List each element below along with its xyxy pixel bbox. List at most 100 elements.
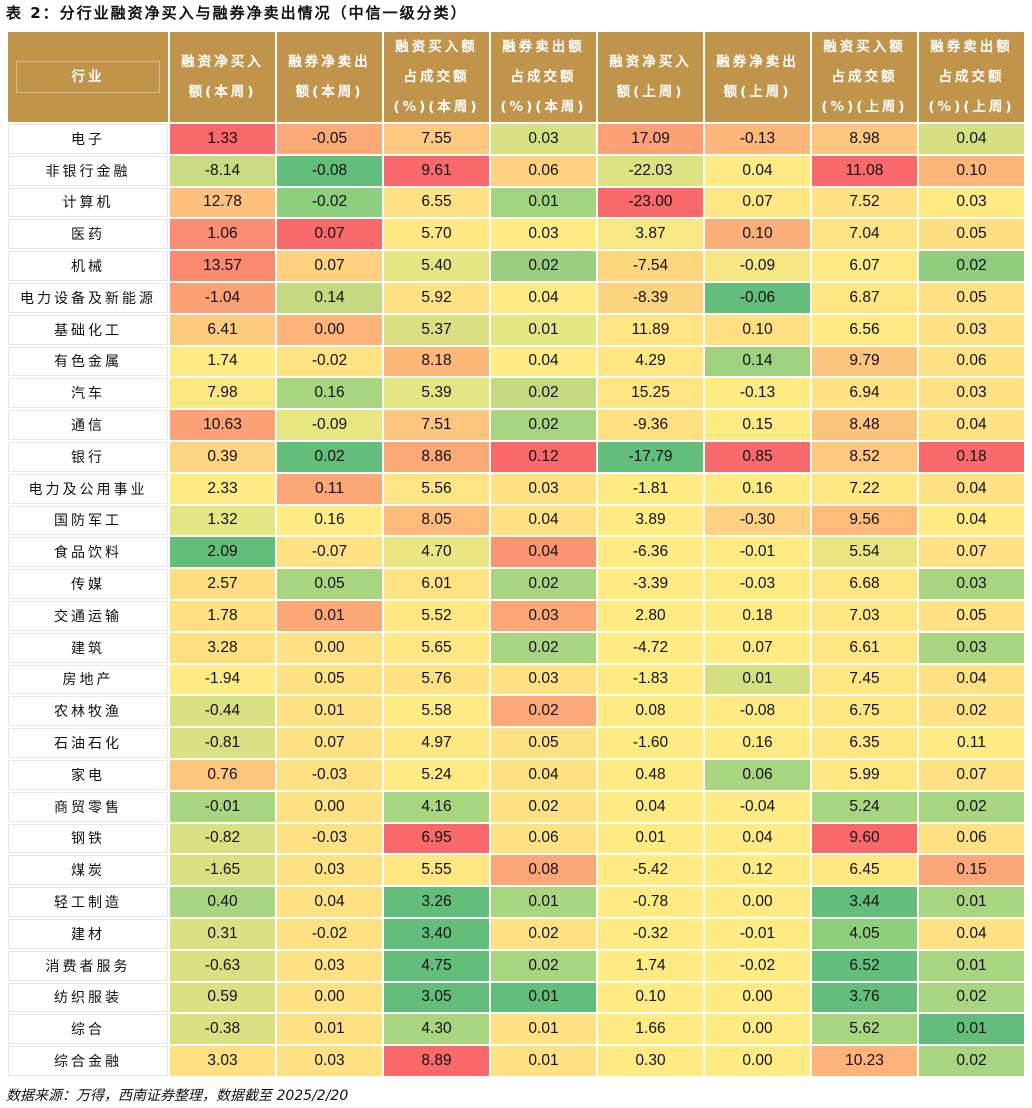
industry-name-cell: 轻工制造 [8,887,168,917]
value-cell: 0.01 [491,1014,596,1045]
industry-name-cell: 钢铁 [8,823,168,854]
value-cell: 0.04 [919,124,1024,154]
value-cell: 0.00 [277,982,382,1013]
value-cell: 6.07 [812,251,917,281]
value-cell: 5.40 [384,251,489,281]
value-cell: 0.76 [170,759,275,790]
header-line: 额(本周) [295,84,364,100]
value-cell: 0.04 [919,505,1024,536]
value-cell: 0.03 [919,187,1024,218]
value-cell: -0.09 [277,410,382,440]
table-row: 商贸零售 -0.01 0.00 4.16 0.02 0.04 -0.04 5.24 0.02 [8,791,1024,822]
value-cell: 6.41 [170,314,275,345]
value-cell: 0.04 [491,759,596,790]
value-cell: 0.06 [919,346,1024,377]
value-cell: 0.12 [491,441,596,472]
value-cell: 0.07 [277,251,382,281]
value-cell: 15.25 [598,378,703,409]
value-cell: 6.01 [384,569,489,599]
value-cell: 0.40 [170,887,275,917]
value-cell: -0.03 [705,569,810,599]
value-cell: 11.89 [598,314,703,345]
value-cell: 0.10 [705,219,810,250]
value-cell: 0.05 [919,219,1024,250]
value-cell: 11.08 [812,155,917,186]
value-cell: 4.70 [384,537,489,568]
table-row: 石油石化 -0.81 0.07 4.97 0.05 -1.60 0.16 6.35 0.11 [8,728,1024,758]
value-cell: 8.05 [384,505,489,536]
table-row: 房地产 -1.94 0.05 5.76 0.03 -1.83 0.01 7.45 0.04 [8,664,1024,695]
value-cell: 0.07 [919,537,1024,568]
value-cell: 5.76 [384,664,489,695]
value-cell: 6.45 [812,855,917,886]
value-cell: -4.72 [598,632,703,663]
table-row: 基础化工 6.41 0.00 5.37 0.01 11.89 0.10 6.56 0.03 [8,314,1024,345]
value-cell: 0.05 [919,282,1024,313]
value-cell: 0.02 [491,791,596,822]
value-cell: -0.02 [277,346,382,377]
value-cell: -0.07 [277,537,382,568]
value-cell: 3.76 [812,982,917,1013]
value-cell: 0.30 [598,1046,703,1076]
value-cell: 5.62 [812,1014,917,1045]
value-cell: 0.05 [919,600,1024,631]
value-cell: 0.06 [919,823,1024,854]
value-cell: -0.02 [277,918,382,949]
value-cell: 3.44 [812,887,917,917]
value-cell: 0.01 [277,600,382,631]
table-row: 综合金融 3.03 0.03 8.89 0.01 0.30 0.00 10.23 0.02 [8,1046,1024,1076]
table-row: 纺织服装 0.59 0.00 3.05 0.01 0.10 0.00 3.76 0.02 [8,982,1024,1013]
table-row: 建筑 3.28 0.00 5.65 0.02 -4.72 0.07 6.61 0.03 [8,632,1024,663]
value-cell: 5.70 [384,219,489,250]
value-cell: 0.02 [491,378,596,409]
table-row: 医药 1.06 0.07 5.70 0.03 3.87 0.10 7.04 0.05 [8,219,1024,250]
value-cell: 8.86 [384,441,489,472]
value-cell: -7.54 [598,251,703,281]
value-cell: -0.04 [705,791,810,822]
industry-name-cell: 通信 [8,410,168,440]
header-line: 融资买入额 [395,39,478,55]
table-row: 综合 -0.38 0.01 4.30 0.01 1.66 0.00 5.62 0.01 [8,1014,1024,1045]
value-cell: -0.44 [170,696,275,727]
industry-name-cell: 汽车 [8,378,168,409]
value-cell: -0.78 [598,887,703,917]
industry-name-cell: 纺织服装 [8,982,168,1013]
value-cell: 0.01 [491,187,596,218]
value-cell: -0.09 [705,251,810,281]
value-cell: 4.29 [598,346,703,377]
value-cell: -0.01 [170,791,275,822]
value-cell: 3.89 [598,505,703,536]
value-cell: 0.04 [919,664,1024,695]
value-cell: 5.92 [384,282,489,313]
value-cell: -0.38 [170,1014,275,1045]
value-cell: 0.03 [491,219,596,250]
value-cell: 3.26 [384,887,489,917]
header-securities-sell-ratio-last-week: 融券卖出额 占成交额 (%)(上周) [919,32,1024,122]
header-net-securities-sell-this-week: 融券净卖出 额(本周) [277,32,382,122]
value-cell: 8.89 [384,1046,489,1076]
value-cell: 0.12 [705,855,810,886]
value-cell: 0.02 [491,569,596,599]
value-cell: 0.39 [170,441,275,472]
value-cell: 7.45 [812,664,917,695]
value-cell: 5.24 [384,759,489,790]
table-row: 钢铁 -0.82 -0.03 6.95 0.06 0.01 0.04 9.60 0.06 [8,823,1024,854]
value-cell: 0.02 [491,950,596,981]
value-cell: -0.63 [170,950,275,981]
value-cell: 7.04 [812,219,917,250]
value-cell: 0.01 [919,887,1024,917]
industry-name-cell: 机械 [8,251,168,281]
value-cell: -8.39 [598,282,703,313]
value-cell: 7.52 [812,187,917,218]
value-cell: 0.04 [491,505,596,536]
industry-name-cell: 电力设备及新能源 [8,282,168,313]
table-row: 机械 13.57 0.07 5.40 0.02 -7.54 -0.09 6.07 0.02 [8,251,1024,281]
value-cell: 3.40 [384,918,489,949]
value-cell: 5.99 [812,759,917,790]
value-cell: 0.03 [919,569,1024,599]
table-row: 电子 1.33 -0.05 7.55 0.03 17.09 -0.13 8.98 0.04 [8,124,1024,154]
industry-name-cell: 煤炭 [8,855,168,886]
value-cell: 0.08 [491,855,596,886]
industry-name-cell: 农林牧渔 [8,696,168,727]
header-line: 占成交额 [510,69,577,85]
